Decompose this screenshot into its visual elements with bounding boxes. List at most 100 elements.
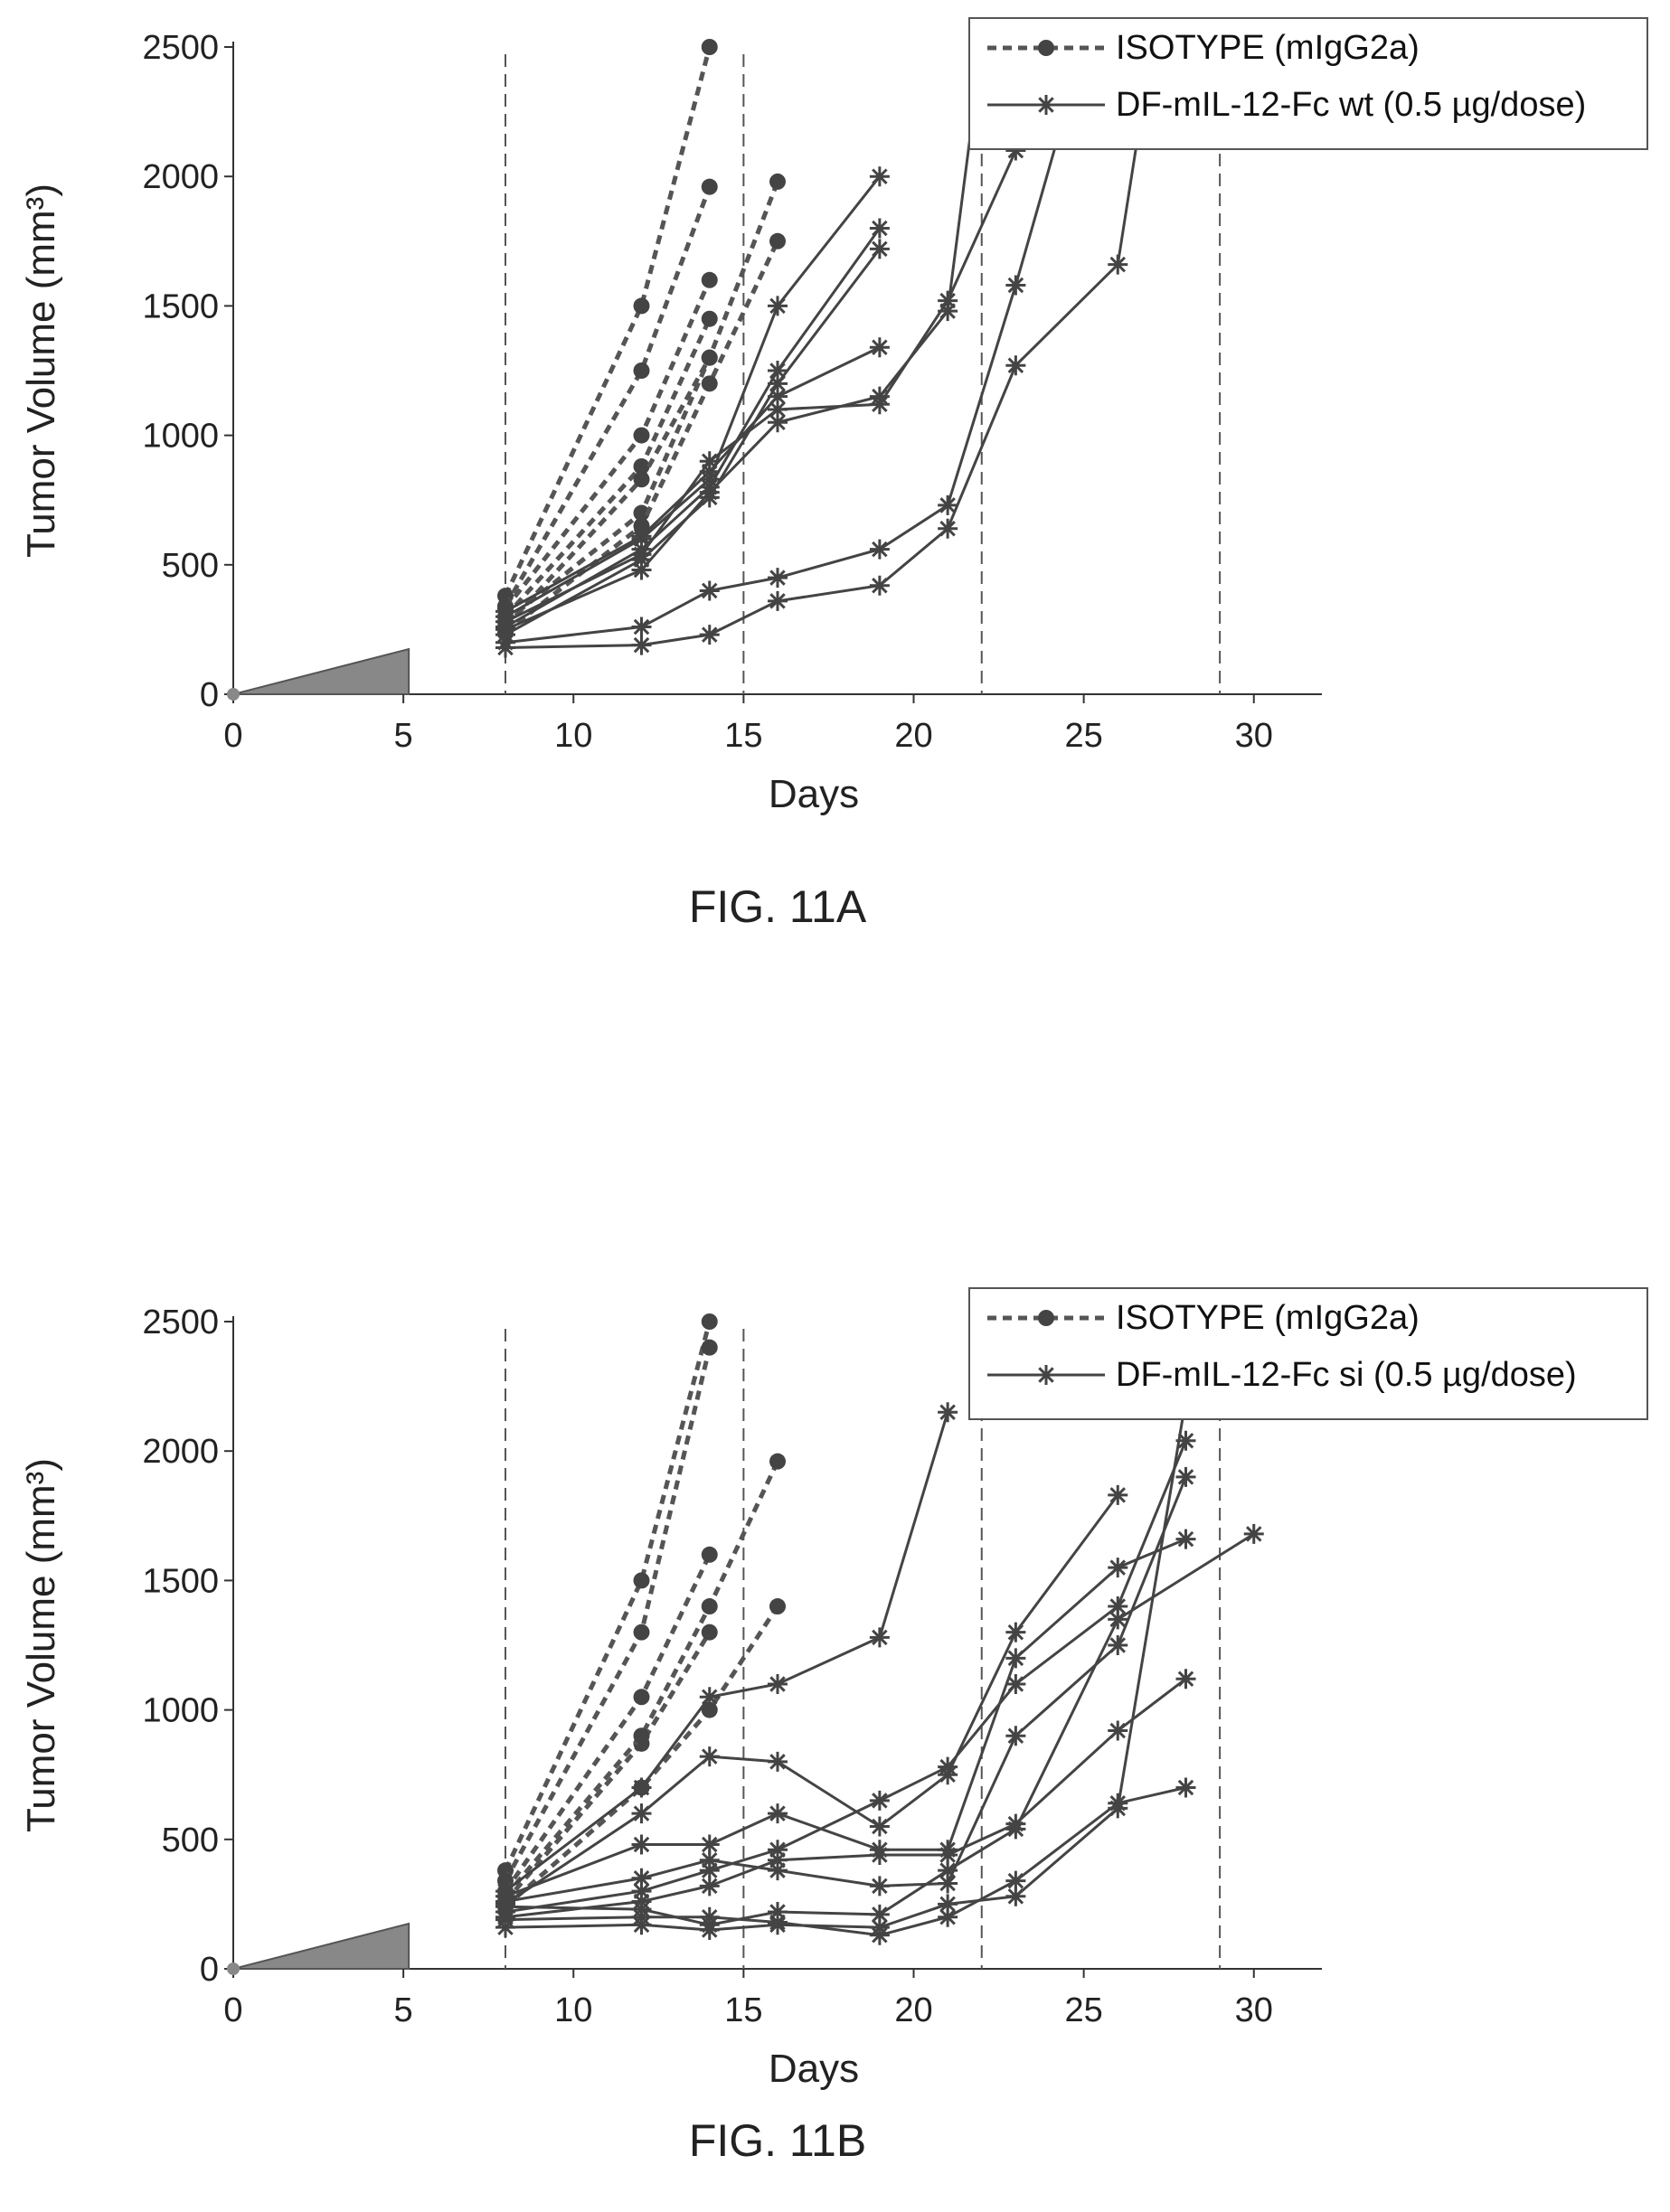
y-tick-label: 1000 [142, 1692, 219, 1730]
treated-point [699, 482, 720, 503]
treated-point [1005, 1726, 1026, 1746]
series-line [503, 1553, 712, 1893]
y-tick-label: 500 [162, 1821, 219, 1859]
y-tick-label: 2000 [142, 158, 219, 196]
isotype-point [769, 1453, 786, 1470]
treated-point [869, 386, 890, 407]
treated-point [631, 544, 652, 565]
treated-point [1243, 1523, 1264, 1544]
treated-series [495, 337, 890, 622]
treated-point [699, 1687, 720, 1708]
chart-panel-b: 0 500 1000 1500 2000 2500 0 5 10 15 20 25 30 Days Tumo… [19, 1287, 1648, 2091]
treated-point [1175, 1466, 1196, 1487]
treated-point [1005, 355, 1026, 376]
treated-series [495, 140, 1026, 632]
chart-panel-a: 0 500 1000 1500 2000 2500 0 5 10 15 20 25 30 Days Tumo… [19, 17, 1648, 816]
treated-series [495, 37, 1094, 653]
y-tick-label: 1000 [142, 418, 219, 456]
treated-point [768, 1673, 788, 1694]
treated-point [869, 166, 890, 187]
x-tick-label: 30 [1235, 717, 1273, 755]
treated-point [699, 461, 720, 482]
treated-point [938, 1860, 958, 1881]
isotype-series [497, 1598, 786, 1915]
y-axis-label: Tumor Volume (mm³) [19, 1458, 63, 1832]
y-tick-label: 2500 [142, 29, 219, 67]
treated-point [869, 1627, 890, 1648]
x-tick-label: 10 [554, 1991, 592, 2029]
figure-caption: FIG. 11B [689, 2115, 866, 2166]
y-tick-label: 2000 [142, 1433, 219, 1471]
series-line [504, 1460, 780, 1898]
treated-series [495, 1388, 1196, 1941]
treated-point [938, 301, 958, 322]
series-line [505, 1532, 1255, 1926]
legend-box [968, 17, 1648, 150]
series-line [504, 1605, 780, 1909]
treated-point [869, 539, 890, 560]
treated-point [1108, 1635, 1128, 1655]
treated-point [768, 386, 788, 407]
x-tick-label: 30 [1235, 1991, 1273, 2029]
isotype-point [633, 1689, 650, 1706]
y-tick-label: 500 [162, 547, 219, 585]
isotype-point [701, 1701, 718, 1718]
treated-point [699, 1834, 720, 1855]
treated-point [1175, 1430, 1196, 1451]
treated-point [768, 1901, 788, 1922]
treated-point [768, 1860, 788, 1881]
treated-point [938, 494, 958, 515]
treated-point [699, 1920, 720, 1941]
x-tick-label: 5 [394, 717, 413, 755]
isotype-point [633, 1624, 650, 1641]
treated-point [768, 1850, 788, 1870]
treated-point [1108, 1609, 1128, 1630]
treated-point [699, 1746, 720, 1767]
legend-box [968, 1287, 1648, 1420]
legend-label-treated: DF-mIL-12-Fc wt (0.5 µg/dose) [1116, 86, 1586, 124]
treated-point [938, 1906, 958, 1927]
x-axis-label: Days [769, 2047, 859, 2091]
y-axis-label: Tumor Volume (mm³) [19, 184, 63, 558]
treated-point [938, 1756, 958, 1777]
treated-series [495, 1529, 1196, 1906]
legend-label-isotype: ISOTYPE (mIgG2a) [1116, 1299, 1420, 1337]
y-tick-label: 2500 [142, 1304, 219, 1341]
treated-point [938, 518, 958, 539]
treated-point [699, 625, 720, 645]
treated-point [1175, 1669, 1196, 1690]
series-line [505, 175, 882, 618]
treated-point [768, 373, 788, 394]
isotype-point [701, 1598, 718, 1615]
x-axis-label: Days [769, 772, 859, 816]
treated-point [768, 1840, 788, 1860]
treated-point [768, 296, 788, 316]
x-tick-label: 5 [394, 1991, 413, 2029]
treated-point [1005, 1819, 1026, 1840]
isotype-series [497, 1546, 718, 1900]
treated-point [1108, 1798, 1128, 1819]
series-line [505, 1398, 1187, 1932]
x-tick-label: 10 [554, 717, 592, 755]
treated-point [768, 412, 788, 433]
treated-point [869, 1876, 890, 1897]
series-line [505, 46, 1086, 645]
treated-point [768, 1803, 788, 1824]
treated-point [1005, 275, 1026, 296]
legend-label-treated: DF-mIL-12-Fc si (0.5 µg/dose) [1116, 1356, 1577, 1394]
treated-point [869, 1917, 890, 1938]
isotype-point [769, 173, 786, 190]
isotype-point [633, 1727, 650, 1745]
treated-point [768, 568, 788, 588]
x-tick-label: 20 [894, 1991, 932, 2029]
treated-point [1108, 1596, 1128, 1617]
treated-point [1108, 1484, 1128, 1505]
treated-point [1036, 95, 1056, 115]
y-tick-label: 1500 [142, 1562, 219, 1600]
y-tick-label: 1500 [142, 287, 219, 325]
treated-point [631, 1834, 652, 1855]
treated-point [495, 637, 515, 658]
treated-point [1175, 1529, 1196, 1549]
y-tick-label: 0 [200, 676, 219, 714]
treated-point [631, 617, 652, 637]
